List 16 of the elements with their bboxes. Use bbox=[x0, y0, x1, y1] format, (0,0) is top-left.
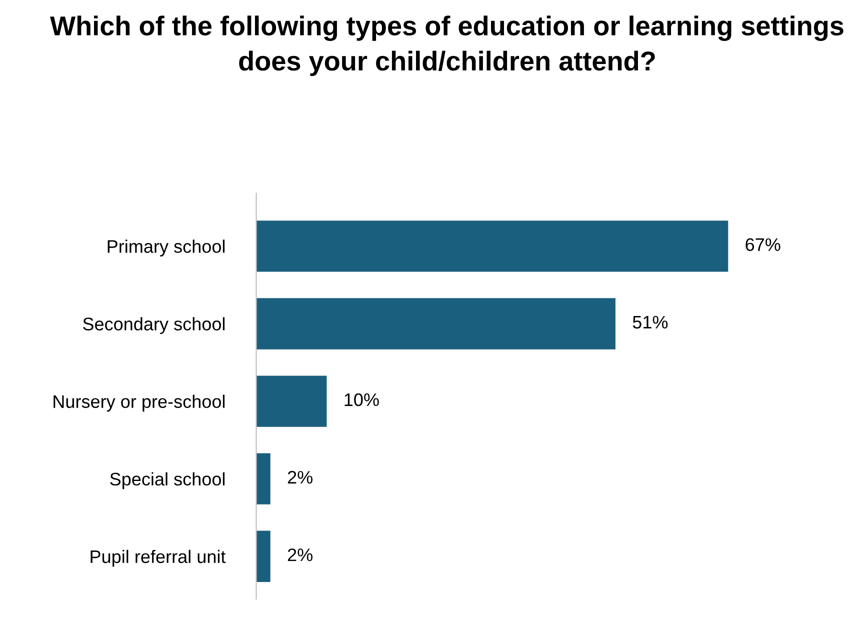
data-label: 2% bbox=[288, 470, 312, 484]
chart-title: Which of the following types of education or learning settings does your child/children attend? bbox=[50, 16, 844, 76]
y-tick-label: Primary school bbox=[108, 240, 225, 256]
bar bbox=[256, 298, 616, 350]
data-label: 51% bbox=[632, 316, 668, 329]
bar bbox=[256, 376, 327, 427]
data-label: 2% bbox=[288, 548, 312, 562]
bar bbox=[256, 453, 270, 504]
y-tick-label: Nursery or pre-school bbox=[54, 394, 225, 412]
data-label: 67% bbox=[746, 238, 780, 252]
data-label: 10% bbox=[344, 393, 379, 406]
y-tick-label: Secondary school bbox=[83, 317, 225, 334]
y-tick-label: Special school bbox=[110, 472, 225, 490]
bar bbox=[256, 530, 270, 582]
bar bbox=[256, 220, 728, 272]
y-tick-label: Pupil referral unit bbox=[90, 550, 226, 567]
